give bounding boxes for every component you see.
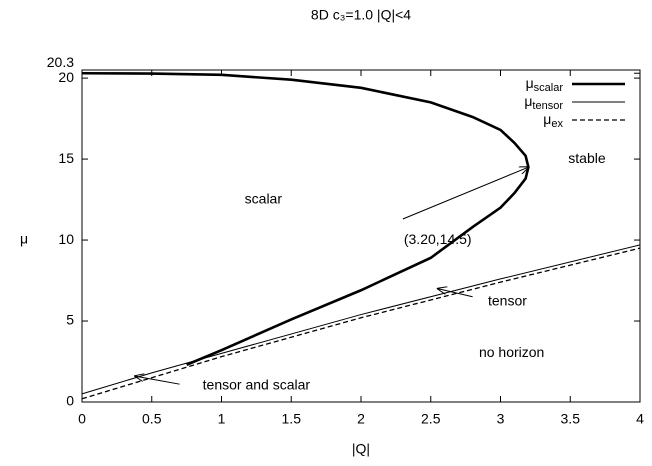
x-tick-label: 2 (357, 411, 365, 427)
x-tick-label: 1.5 (282, 411, 302, 427)
y-axis-label: μ (20, 231, 28, 247)
y-tick-label: 5 (66, 312, 74, 328)
annotation: tensor (488, 292, 527, 308)
x-tick-label: 3 (497, 411, 505, 427)
legend-symbol: μ (543, 111, 551, 127)
legend-subscript: scalar (534, 82, 564, 94)
y-tick-label: 0 (66, 393, 74, 409)
legend-label: μscalar (526, 75, 564, 94)
chart-title: 8D c₃=1.0 |Q|<4 (311, 7, 411, 23)
y-tick-label: 10 (58, 231, 74, 247)
annotation: scalar (245, 190, 283, 206)
x-tick-label: 4 (636, 411, 644, 427)
x-tick-label: 0.5 (142, 411, 162, 427)
annotation: (3.20,14.5) (404, 231, 472, 247)
series-line (81, 244, 641, 395)
y-tick-label: 20.3 (47, 54, 74, 70)
legend-symbol: μ (526, 75, 534, 91)
x-tick-label: 3.5 (561, 411, 581, 427)
legend-subscript: tensor (532, 100, 563, 112)
annotation-arrow (438, 289, 473, 298)
y-tick-label: 15 (58, 150, 74, 166)
legend-subscript: ex (551, 118, 563, 130)
x-tick-label: 2.5 (421, 411, 441, 427)
annotation-arrow (135, 376, 180, 385)
legend-label: μex (543, 111, 563, 130)
legend-label: μtensor (524, 93, 563, 112)
x-tick-label: 1 (218, 411, 226, 427)
legend-symbol: μ (524, 93, 532, 109)
x-tick-label: 0 (78, 411, 86, 427)
series-line (81, 71, 530, 366)
y-tick-label: 20 (58, 69, 74, 85)
annotation: tensor and scalar (203, 377, 311, 393)
annotation: no horizon (479, 344, 544, 360)
x-axis-label: |Q| (352, 441, 370, 457)
annotation-arrow (402, 167, 529, 220)
series-line (81, 247, 641, 400)
annotation: stable (568, 150, 606, 166)
